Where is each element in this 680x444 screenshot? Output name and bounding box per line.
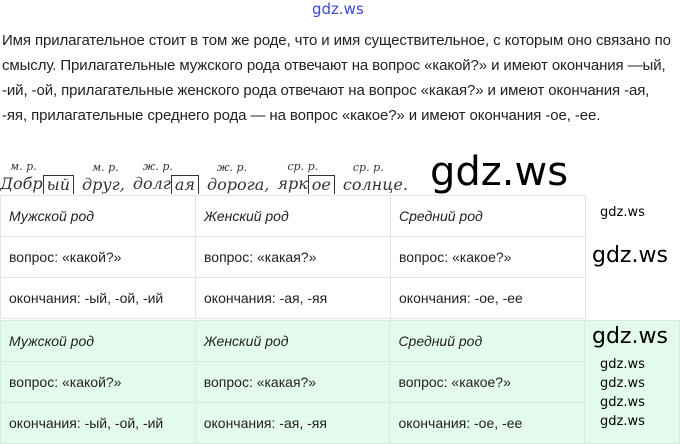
cell: вопрос: «какой?» xyxy=(0,361,196,403)
word-group: м. р. друг, xyxy=(82,162,125,194)
header-cell: Женский род xyxy=(195,195,391,237)
header-cell: Средний род xyxy=(389,320,586,362)
watermark: gdz.ws xyxy=(600,357,645,372)
gender-label: м. р. xyxy=(10,160,37,173)
cell: окончания: -ое, -ее xyxy=(389,402,586,444)
word: солнце. xyxy=(342,175,408,194)
example-sentence: м. р. Добр ый м. р. друг, ж. р. долг ая … xyxy=(0,160,408,194)
word-group: ср. р. ярк ое xyxy=(277,161,335,194)
cell: вопрос: «какое?» xyxy=(389,361,586,403)
word-group: ж. р. долг ая xyxy=(132,161,200,194)
word: ярк xyxy=(277,174,308,193)
watermark: gdz.ws xyxy=(600,395,645,410)
gender-label: ж. р. xyxy=(142,160,173,173)
gender-table-highlighted: Мужской род Женский род Средний род вопрос… xyxy=(0,320,680,444)
header-cell: Мужской род xyxy=(0,320,196,362)
cell: окончания: -ое, -ее xyxy=(390,277,586,319)
cell: окончания: -ый, -ой, -ий xyxy=(0,402,196,444)
cell: окончания: -ая, -яя xyxy=(194,402,391,444)
empty-cell xyxy=(584,320,680,444)
cell: вопрос: «какое?» xyxy=(390,236,586,278)
watermark: gdz.ws xyxy=(430,149,569,195)
gender-label: м. р. xyxy=(92,161,119,174)
ending-box: ый xyxy=(42,175,74,194)
watermark: gdz.ws xyxy=(592,243,668,268)
word: Добр xyxy=(0,174,43,193)
word: дорога, xyxy=(207,175,270,194)
gender-table: Мужской род Женский род Средний род вопрос… xyxy=(0,195,586,319)
cell: вопрос: «какая?» xyxy=(195,236,391,278)
watermark: gdz.ws xyxy=(600,414,645,429)
gender-label: ср. р. xyxy=(352,161,384,174)
gender-label: ж. р. xyxy=(217,161,248,174)
watermark: gdz.ws xyxy=(312,0,364,18)
cell: окончания: -ый, -ой, -ий xyxy=(0,277,196,319)
ending-box: ое xyxy=(307,175,335,194)
cell: вопрос: «какая?» xyxy=(194,361,391,403)
watermark: gdz.ws xyxy=(592,324,668,349)
rule-paragraph: Имя прилагательное стоит в том же роде, … xyxy=(2,32,671,124)
header-cell: Мужской род xyxy=(0,195,196,237)
word: друг, xyxy=(82,175,125,194)
cell: вопрос: «какой?» xyxy=(0,236,196,278)
word: долг xyxy=(132,174,171,193)
watermark: gdz.ws xyxy=(600,205,645,220)
ending-box: ая xyxy=(170,175,200,194)
word-group: ж. р. дорога, xyxy=(207,162,270,194)
cell: окончания: -ая, -яя xyxy=(195,277,391,319)
word-group: м. р. Добр ый xyxy=(0,161,74,194)
header-cell: Средний род xyxy=(390,195,586,237)
header-cell: Женский род xyxy=(194,320,391,362)
gender-label: ср. р. xyxy=(287,160,319,173)
watermark: gdz.ws xyxy=(600,376,645,391)
word-group: ср. р. солнце. xyxy=(342,162,408,194)
